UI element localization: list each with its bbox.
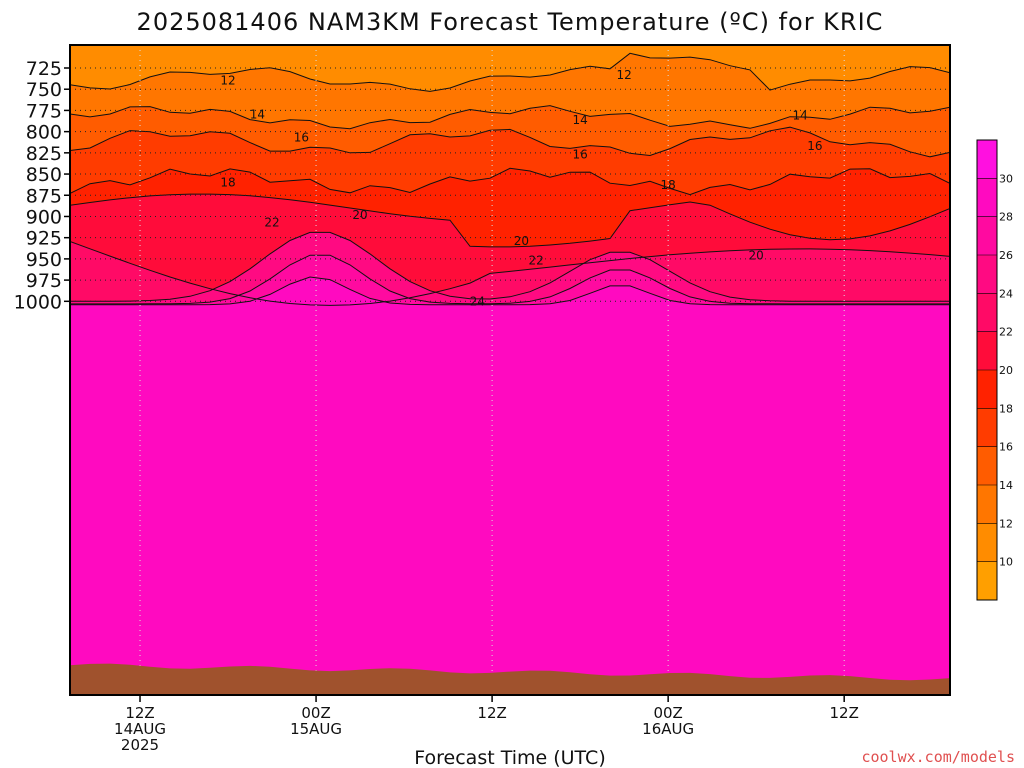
contour-line-16 bbox=[70, 126, 950, 158]
x-tick-label: 15AUG bbox=[290, 720, 342, 738]
colorbar-swatch bbox=[977, 255, 997, 294]
colorbar-tick-label: 22 bbox=[999, 326, 1013, 339]
colorbar-tick-label: 12 bbox=[999, 517, 1013, 530]
y-tick-label: 850 bbox=[26, 164, 62, 186]
x-tick-label: 12Z bbox=[125, 704, 154, 722]
contour-label: 16 bbox=[294, 131, 309, 145]
contour-line-12 bbox=[70, 52, 950, 92]
colorbar-swatch bbox=[977, 331, 997, 370]
contour-label: 14 bbox=[793, 109, 808, 123]
contour-label: 14 bbox=[572, 113, 587, 127]
y-tick-label: 1000 bbox=[14, 291, 62, 313]
y-tick-label: 750 bbox=[26, 79, 62, 101]
contour-label: 18 bbox=[660, 178, 675, 192]
contour-line-14 bbox=[70, 105, 950, 130]
contour-label: 20 bbox=[352, 208, 367, 222]
contour-line-22 bbox=[70, 241, 950, 306]
y-tick-label: 950 bbox=[26, 249, 62, 271]
terrain-fill bbox=[70, 663, 950, 695]
x-tick-label: 12Z bbox=[477, 704, 506, 722]
colorbar-tick-label: 18 bbox=[999, 402, 1013, 415]
contour-line-26 bbox=[70, 254, 950, 305]
x-axis-label: Forecast Time (UTC) bbox=[414, 747, 605, 768]
x-tick-label: 16AUG bbox=[642, 720, 694, 738]
colorbar-tick-label: 10 bbox=[999, 556, 1013, 569]
y-tick-label: 900 bbox=[26, 206, 62, 228]
grid-lines bbox=[70, 45, 950, 695]
colorbar-tick-label: 16 bbox=[999, 441, 1013, 454]
colorbar-tick-label: 14 bbox=[999, 479, 1013, 492]
contour-label: 16 bbox=[807, 139, 822, 153]
colorbar-tick-label: 26 bbox=[999, 249, 1013, 262]
contour-lines bbox=[70, 52, 950, 306]
y-tick-label: 725 bbox=[26, 58, 62, 80]
x-tick-label: 00Z bbox=[653, 704, 682, 722]
chart-title: 2025081406 NAM3KM Forecast Temperature (… bbox=[137, 8, 884, 36]
colorbar-tick-label: 30 bbox=[999, 172, 1013, 185]
contour-label: 20 bbox=[514, 234, 529, 248]
y-tick-label: 925 bbox=[26, 228, 62, 250]
colorbar-swatch bbox=[977, 370, 997, 409]
colorbar-swatch bbox=[977, 485, 997, 524]
contour-label: 24 bbox=[470, 294, 485, 308]
x-tick-label: 14AUG bbox=[114, 720, 166, 738]
y-tick-label: 800 bbox=[26, 122, 62, 144]
colorbar-tick-label: 28 bbox=[999, 211, 1013, 224]
contour-label: 12 bbox=[616, 68, 631, 82]
colorbar-swatch bbox=[977, 446, 997, 485]
colorbar-tick-label: 20 bbox=[999, 364, 1013, 377]
contour-label: 18 bbox=[220, 176, 235, 190]
colorbar-swatch bbox=[977, 178, 997, 217]
contour-line-20 bbox=[70, 193, 950, 248]
plot-frame bbox=[69, 44, 951, 696]
contour-label: 16 bbox=[572, 148, 587, 162]
contour-label: 22 bbox=[264, 215, 279, 229]
colorbar-swatch bbox=[977, 523, 997, 562]
contour-label: 14 bbox=[250, 108, 265, 122]
x-tick-label: 12Z bbox=[829, 704, 858, 722]
site-credit: coolwx.com/models bbox=[861, 748, 1015, 766]
y-tick-label: 975 bbox=[26, 270, 62, 292]
contour-line-18 bbox=[70, 167, 950, 196]
y-tick-label: 825 bbox=[26, 143, 62, 165]
contour-label: 22 bbox=[528, 254, 543, 268]
colorbar-tick-label: 24 bbox=[999, 287, 1013, 300]
colorbar-swatch bbox=[977, 408, 997, 447]
y-tick-label: 875 bbox=[26, 185, 62, 207]
colorbar-swatch bbox=[977, 140, 997, 179]
contour-label: 12 bbox=[220, 74, 235, 88]
colorbar-swatch bbox=[977, 293, 997, 332]
y-tick-label: 775 bbox=[26, 100, 62, 122]
temperature-bands bbox=[70, 45, 950, 695]
colorbar: 10 12 14 16 18 20 22 24 26 28 30 bbox=[976, 139, 1013, 601]
colorbar-swatch bbox=[977, 561, 997, 600]
contour-line-24 bbox=[70, 231, 950, 302]
x-tick-label: 00Z bbox=[301, 704, 330, 722]
colorbar-swatch bbox=[977, 216, 997, 255]
x-tick-label: 2025 bbox=[121, 736, 159, 754]
contour-label: 20 bbox=[749, 248, 764, 262]
contour-line-28 bbox=[70, 276, 950, 306]
band-28 bbox=[70, 277, 950, 695]
